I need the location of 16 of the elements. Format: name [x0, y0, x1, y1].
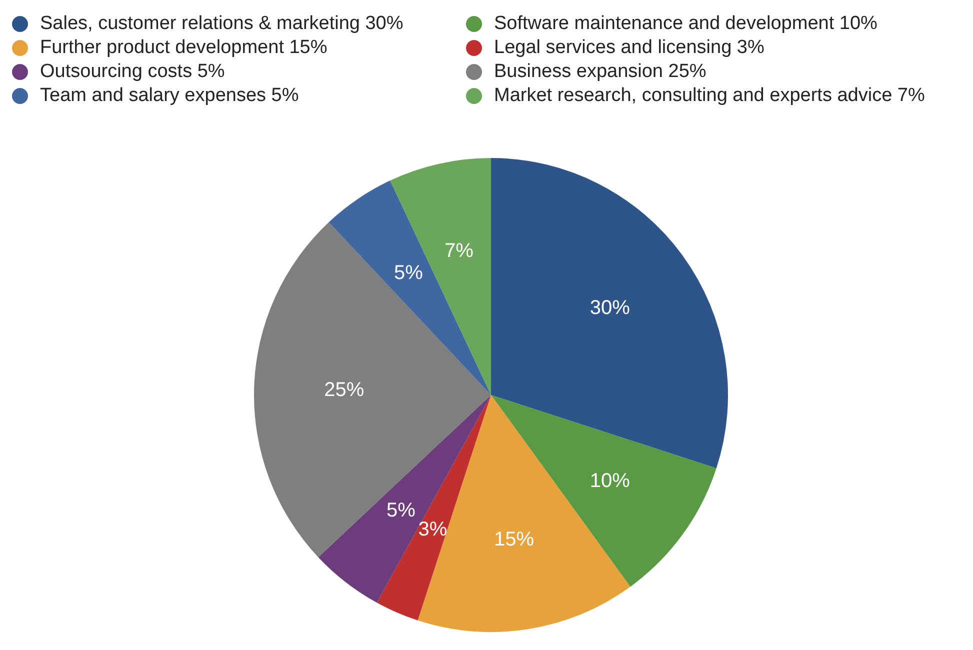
legend-label: Sales, customer relations & marketing 30%	[40, 13, 404, 35]
data-label: 3%	[418, 518, 448, 540]
legend-label: Further product development 15%	[40, 37, 328, 59]
legend-label: Market research, consulting and experts advice 7%	[494, 85, 925, 107]
legend-label: Software maintenance and development 10%	[494, 13, 878, 35]
data-label: 25%	[324, 378, 364, 401]
data-label: 10%	[590, 470, 630, 492]
data-label: 15%	[494, 528, 534, 551]
legend-label: Outsourcing costs 5%	[40, 61, 225, 83]
data-label: 5%	[394, 262, 424, 284]
data-label: 30%	[590, 297, 630, 320]
data-label: 7%	[444, 240, 474, 262]
legend-label: Business expansion 25%	[494, 61, 706, 83]
data-label: 5%	[386, 500, 416, 522]
legend-label: Legal services and licensing 3%	[494, 37, 764, 59]
legend-label: Team and salary expenses 5%	[40, 85, 299, 107]
